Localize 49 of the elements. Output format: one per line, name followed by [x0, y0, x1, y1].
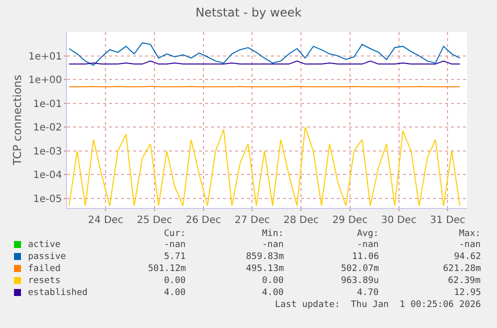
- legend-label: established: [28, 288, 88, 298]
- text: 12.95: [454, 288, 482, 298]
- y-tick-label: 1e-02: [33, 122, 62, 134]
- x-tick-label: 25 Dec: [136, 215, 172, 226]
- x-tick-label: 31 Dec: [430, 215, 466, 226]
- y-tick-label: 1e-01: [33, 98, 62, 110]
- text: Cur:: [164, 229, 186, 239]
- y-tick-label: 1e-04: [33, 170, 62, 182]
- y-axis-title: TCP connections: [11, 74, 24, 166]
- text: 5.71: [164, 252, 186, 262]
- x-tick-label: 30 Dec: [381, 215, 416, 226]
- line-series: [68, 126, 460, 206]
- line-series: [68, 42, 460, 66]
- legend-label: active: [28, 240, 61, 250]
- text: -nan: [164, 240, 186, 250]
- legend-label: passive: [28, 252, 66, 262]
- chart-title: Netstat - by week: [195, 5, 302, 20]
- text: 495.13m: [246, 264, 284, 274]
- y-tick-label: 1e-05: [33, 194, 62, 206]
- legend-label: resets: [28, 276, 61, 286]
- x-tick-label: 28 Dec: [283, 215, 319, 226]
- text: -nan: [357, 240, 379, 250]
- y-tick-label: 1e+00: [28, 75, 62, 86]
- x-tick-label: 26 Dec: [186, 215, 222, 226]
- text: 963.89u: [341, 276, 379, 286]
- x-tick-label: 29 Dec: [332, 215, 368, 226]
- text: Avg:: [357, 229, 379, 239]
- text: 0.00: [262, 276, 284, 286]
- text: 94.62: [454, 252, 482, 262]
- text: Max:: [459, 229, 481, 239]
- text: 0.00: [164, 276, 186, 286]
- text: -nan: [459, 240, 481, 250]
- text: 502.07m: [341, 264, 379, 274]
- text: 4.70: [357, 288, 379, 298]
- text: 62.39m: [448, 276, 481, 286]
- text: 4.00: [262, 288, 284, 298]
- text: 11.06: [352, 252, 380, 262]
- text: -nan: [262, 240, 284, 250]
- y-tick-label: 1e-03: [33, 146, 62, 158]
- text: 621.28m: [443, 264, 481, 274]
- text: Last update: Thu Jan 1 00:25:06 2026: [275, 300, 481, 310]
- legend-label: failed: [28, 264, 61, 274]
- text: 859.83m: [246, 252, 284, 262]
- text: 501.12m: [148, 264, 186, 274]
- x-tick-label: 27 Dec: [234, 215, 270, 226]
- y-tick-label: 1e+01: [28, 51, 62, 62]
- text: Min:: [262, 229, 284, 239]
- text: 4.00: [164, 288, 186, 298]
- x-tick-label: 24 Dec: [88, 215, 124, 226]
